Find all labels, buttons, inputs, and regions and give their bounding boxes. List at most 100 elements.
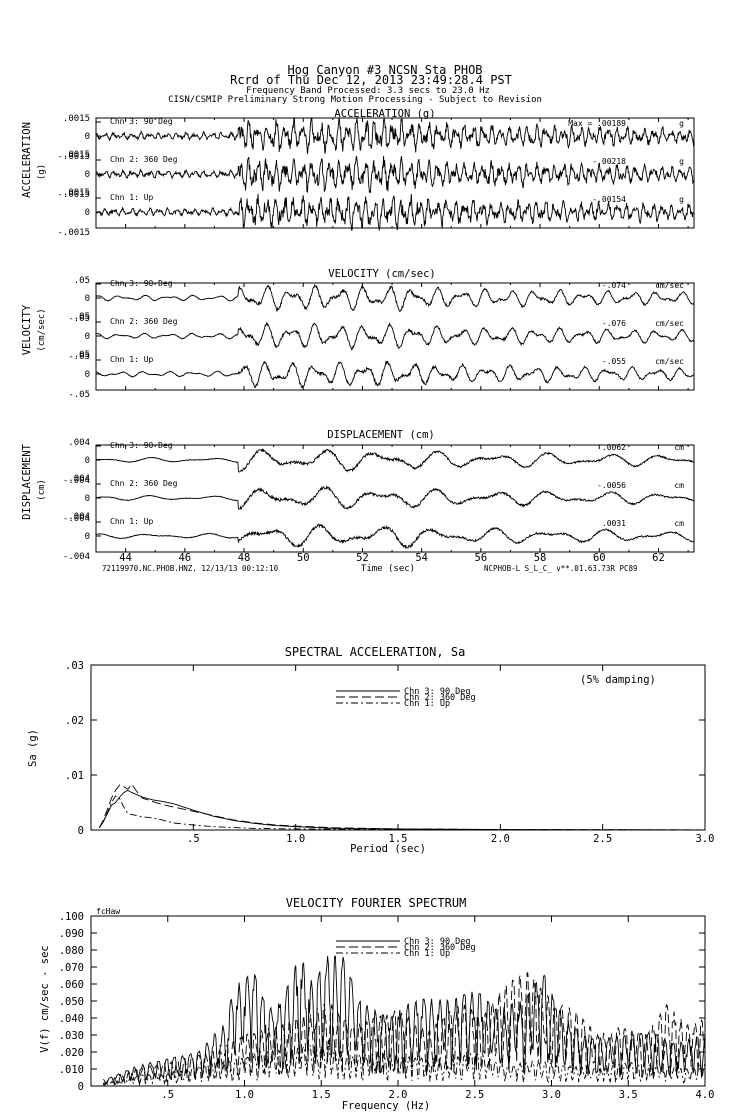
x-tick-label: 48: [238, 552, 251, 564]
x-tick-label: 58: [534, 552, 547, 564]
x-tick-label: 2.5: [465, 1089, 484, 1101]
series-line: [102, 972, 706, 1086]
unit-label: (g): [37, 164, 47, 180]
y-tick-label: .0015: [63, 114, 90, 124]
peak-unit: cm/sec: [655, 357, 684, 366]
x-tick-label: 2.5: [593, 833, 612, 845]
channel-label: Chn 1: Up: [110, 193, 154, 202]
waveform-trace: [95, 447, 695, 473]
y-tick-label: -.0015: [57, 190, 90, 200]
y-tick-label: -.0015: [57, 228, 90, 238]
channel-label: Chn 3: 90 Deg: [110, 279, 173, 288]
y-tick-label: 0: [85, 294, 90, 304]
peak-value: -.00154: [592, 195, 626, 204]
y-axis-label: Sa (g): [27, 729, 39, 767]
x-tick-label: 44: [119, 552, 132, 564]
y-tick-label: .0015: [63, 188, 90, 198]
y-tick-label: .03: [65, 660, 84, 672]
y-tick-label: 0: [78, 825, 84, 837]
y-tick-label: -.004: [63, 476, 90, 486]
plot-area: 0 .01 .02 .03 .5 1.0 1.5 2.0 2.5 3.0 Chn 3: 90 Deg…: [65, 660, 714, 845]
y-tick-label: -.004: [63, 514, 90, 524]
y-tick-label: 0: [85, 208, 90, 218]
station-line: Hog Canyon #3 NCSN Sta PHOB: [287, 63, 482, 77]
channel-label: Chn 1: Up: [110, 355, 154, 364]
waveform-trace: [95, 523, 695, 550]
peak-unit: g: [679, 157, 684, 166]
series-line: [102, 1042, 706, 1087]
processing-line: CISN/CSMIP Preliminary Strong Motion Pro…: [168, 95, 542, 105]
x-tick-label: 1.5: [389, 833, 408, 845]
y-tick-label: 0: [85, 332, 90, 342]
waveform-trace: [95, 193, 695, 232]
y-tick-label: .100: [59, 911, 84, 923]
panel-title: DISPLACEMENT (cm): [327, 429, 434, 441]
record-id-left: 72119970.NC.PHOB.HNZ. 12/13/13 00:12:10: [102, 564, 279, 573]
peak-unit: g: [679, 195, 684, 204]
y-tick-label: .02: [65, 715, 84, 727]
chart-title: SPECTRAL ACCELERATION, Sa: [285, 645, 466, 659]
y-tick-label: .05: [74, 276, 90, 286]
x-axis-label: Period (sec): [350, 843, 426, 855]
panel-title: ACCELERATION (g): [334, 108, 435, 120]
peak-value: -.076: [602, 319, 626, 328]
legend-label: Chn 3: 90 Deg: [404, 937, 471, 947]
record-line: Rcrd of Thu Dec 12, 2013 23:49:28.4 PST: [230, 73, 512, 87]
peak-unit: cm/sec: [655, 281, 684, 290]
plot-frame: [95, 117, 695, 229]
corner-label: fcHaw: [96, 907, 120, 916]
y-tick-label: 0: [85, 370, 90, 380]
legend-label: Chn 2: 360 Deg: [404, 693, 476, 703]
y-tick-label: 0: [85, 132, 90, 142]
x-tick-label: 3.5: [619, 1089, 638, 1101]
y-tick-label: -.004: [63, 552, 90, 562]
y-tick-label: 0: [78, 1081, 84, 1093]
header: Hog Canyon #3 NCSN Sta PHOB Rcrd of Thu …: [168, 63, 542, 105]
record-id-right: NCPHOB-L S_L_C_ v**.01.63.73R PC89: [484, 564, 638, 573]
waveform-trace: [95, 116, 695, 155]
peak-unit: cm: [674, 519, 684, 528]
peak-value: -.00218: [592, 157, 626, 166]
peak-value: -.0056: [597, 481, 626, 490]
y-tick-label: .030: [59, 1030, 84, 1042]
y-tick-label: .050: [59, 996, 84, 1008]
peak-value: -.074: [602, 281, 626, 290]
y-tick-label: .05: [74, 350, 90, 360]
side-label: DISPLACEMENT: [21, 443, 33, 520]
x-tick-label: 1.0: [235, 1089, 254, 1101]
y-tick-label: .004: [68, 438, 90, 448]
legend-label: Chn 3: 90 Deg: [404, 687, 471, 697]
y-tick-label: .090: [59, 928, 84, 940]
y-tick-label: .080: [59, 945, 84, 957]
y-tick-label: .070: [59, 962, 84, 974]
y-tick-label: .01: [65, 770, 84, 782]
fourier-spectrum-chart: VELOCITY FOURIER SPECTRUM fcHaw V(f) cm/…: [39, 896, 714, 1112]
y-tick-label: 0: [85, 494, 90, 504]
series-line: [98, 783, 706, 831]
x-tick-label: 3.0: [542, 1089, 561, 1101]
y-tick-label: .05: [74, 312, 90, 322]
velocity-panel: VELOCITY (cm/sec) VELOCITY (cm/sec) 0 .05…: [21, 268, 695, 400]
legend-label: Chn 2: 360 Deg: [404, 943, 476, 953]
y-tick-label: .010: [59, 1064, 84, 1076]
x-tick-label: 56: [475, 552, 488, 564]
x-tick-label: 46: [178, 552, 191, 564]
peak-value: .0062: [602, 443, 626, 452]
peak-unit: cm: [674, 481, 684, 490]
peak-value: Max = .00189: [568, 119, 626, 128]
peak-value: .0031: [602, 519, 626, 528]
y-tick-label: 0: [85, 456, 90, 466]
waveform-trace: [95, 321, 695, 351]
peak-unit: cm/sec: [655, 319, 684, 328]
channel-label: Chn 1: Up: [110, 517, 154, 526]
acceleration-panel: ACCELERATION (g) ACCELERATION (g) 0 .0015…: [21, 108, 695, 238]
series-line: [98, 795, 706, 831]
damping-note: (5% damping): [580, 674, 656, 686]
y-tick-label: .060: [59, 979, 84, 991]
x-tick-label: .5: [161, 1089, 174, 1101]
y-tick-label: -.05: [68, 314, 90, 324]
